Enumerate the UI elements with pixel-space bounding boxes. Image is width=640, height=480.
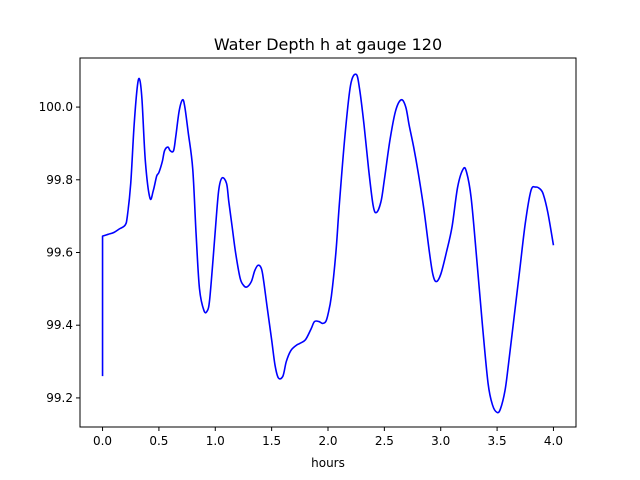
y-tick-label: 100.0 bbox=[39, 100, 73, 114]
x-tick-label: 1.0 bbox=[206, 434, 225, 448]
x-tick-label: 2.0 bbox=[318, 434, 337, 448]
y-axis: 99.2 99.4 99.6 99.8 100.0 bbox=[39, 100, 80, 405]
series-line bbox=[101, 73, 555, 414]
x-tick-label: 3.5 bbox=[488, 434, 507, 448]
plot-frame bbox=[79, 57, 577, 428]
x-tick-label: 1.5 bbox=[262, 434, 281, 448]
x-tick-label: 0.0 bbox=[93, 434, 112, 448]
x-tick-label: 4.0 bbox=[544, 434, 563, 448]
y-tick-label: 99.2 bbox=[46, 391, 73, 405]
chart-title: Water Depth h at gauge 120 bbox=[214, 35, 442, 54]
x-tick-label: 2.5 bbox=[375, 434, 394, 448]
y-tick-label: 99.8 bbox=[46, 173, 73, 187]
x-axis: 0.0 0.5 1.0 1.5 2.0 2.5 3.0 3.5 4.0 bbox=[93, 427, 563, 448]
x-axis-label: hours bbox=[311, 456, 345, 470]
x-tick-label: 3.0 bbox=[431, 434, 450, 448]
y-tick-label: 99.6 bbox=[46, 245, 73, 259]
x-tick-label: 0.5 bbox=[149, 434, 168, 448]
y-tick-label: 99.4 bbox=[46, 318, 73, 332]
